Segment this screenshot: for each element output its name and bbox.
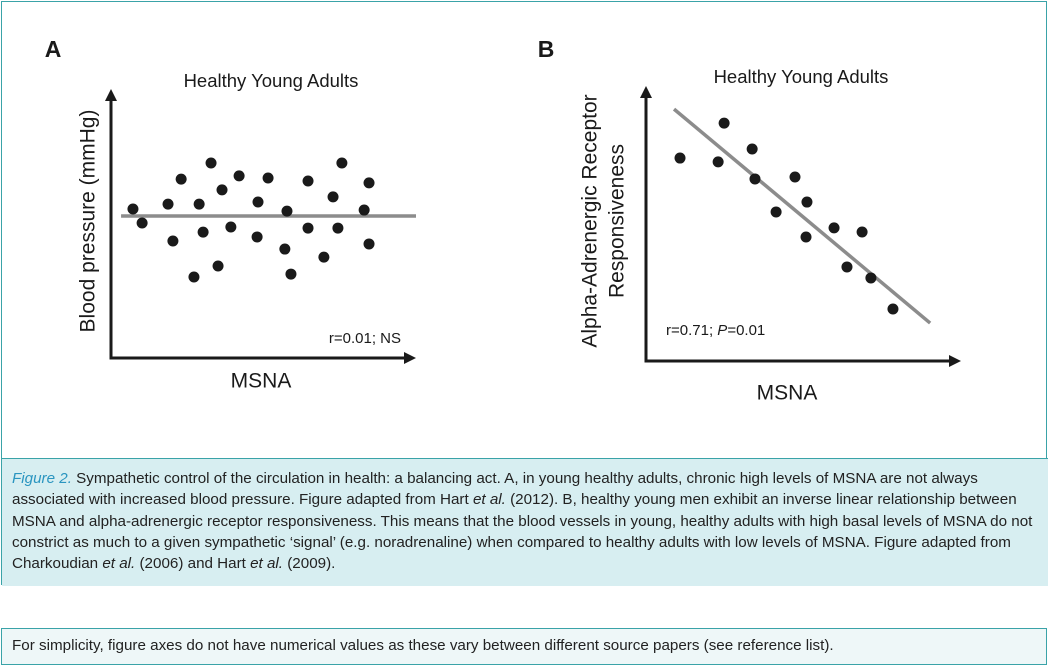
figure-label: Figure 2. bbox=[12, 470, 72, 487]
data-point bbox=[336, 157, 348, 169]
data-point bbox=[770, 206, 782, 218]
data-point bbox=[674, 152, 686, 164]
data-point bbox=[127, 203, 139, 215]
data-point bbox=[162, 198, 174, 210]
x-axis-label: MSNA bbox=[231, 370, 292, 393]
y-axis-label: Alpha-Adrenergic Receptor bbox=[579, 94, 602, 347]
data-point bbox=[302, 222, 314, 234]
figure: A Healthy Young Adults MSNA Blood pressure … bbox=[1, 1, 1048, 586]
data-point bbox=[212, 260, 224, 272]
data-point bbox=[363, 238, 375, 250]
data-point bbox=[712, 156, 724, 168]
axis-arrow bbox=[640, 86, 652, 98]
caption-text: Sympathetic control of the circulation i… bbox=[12, 470, 978, 509]
data-point bbox=[841, 261, 853, 273]
y-axis-label: Responsiveness bbox=[606, 144, 629, 298]
caption-text: (2012). B, healthy young men exhibit an … bbox=[12, 491, 1033, 573]
data-point bbox=[216, 184, 228, 196]
data-point bbox=[167, 235, 179, 247]
data-point bbox=[318, 251, 330, 263]
data-point bbox=[281, 205, 293, 217]
data-point bbox=[358, 204, 370, 216]
caption-text: et al. bbox=[472, 491, 506, 509]
data-point bbox=[262, 172, 274, 184]
data-point bbox=[856, 226, 868, 238]
annotation-text: P bbox=[717, 322, 727, 339]
data-point bbox=[801, 196, 813, 208]
annotation-text: =0.01 bbox=[727, 322, 765, 339]
data-point bbox=[332, 222, 344, 234]
data-point bbox=[225, 221, 237, 233]
data-point bbox=[828, 222, 840, 234]
trend-line bbox=[672, 107, 932, 325]
note: For simplicity, figure axes do not have … bbox=[1, 628, 1047, 665]
caption-text: (2006) and Hart bbox=[135, 555, 251, 573]
annotation-text: r=0.71; bbox=[666, 322, 717, 339]
data-point bbox=[746, 143, 758, 155]
x-axis-label: MSNA bbox=[757, 382, 818, 405]
data-point bbox=[193, 198, 205, 210]
data-point bbox=[197, 226, 209, 238]
data-point bbox=[136, 217, 148, 229]
data-point bbox=[302, 175, 314, 187]
y-axis-label: Blood pressure (mmHg) bbox=[77, 110, 100, 333]
caption: Figure 2. Sympathetic control of the cir… bbox=[2, 458, 1048, 586]
data-point bbox=[188, 271, 200, 283]
annotation-text: r=0.01; NS bbox=[329, 330, 401, 347]
chart-title: Healthy Young Adults bbox=[714, 66, 889, 87]
data-point bbox=[252, 196, 264, 208]
data-point bbox=[887, 303, 899, 315]
data-point bbox=[279, 243, 291, 255]
data-point bbox=[865, 272, 877, 284]
axis-arrow bbox=[105, 89, 117, 101]
data-point bbox=[285, 268, 297, 280]
axis-arrow bbox=[404, 352, 416, 364]
data-point bbox=[749, 173, 761, 185]
data-point bbox=[789, 171, 801, 183]
caption-text: et al. bbox=[250, 555, 284, 573]
annotation: r=0.71; P=0.01 bbox=[666, 322, 765, 339]
data-point bbox=[205, 157, 217, 169]
annotation: r=0.01; NS bbox=[329, 330, 401, 347]
caption-text: (2009). bbox=[283, 555, 336, 573]
data-point bbox=[251, 231, 263, 243]
data-point bbox=[175, 173, 187, 185]
data-point bbox=[718, 117, 730, 129]
data-point bbox=[233, 170, 245, 182]
data-point bbox=[800, 231, 812, 243]
chart-area: A Healthy Young Adults MSNA Blood pressure … bbox=[45, 36, 961, 405]
panel-label: A bbox=[45, 36, 62, 62]
data-point bbox=[363, 177, 375, 189]
caption-text: et al. bbox=[102, 555, 136, 573]
data-point bbox=[327, 191, 339, 203]
axis-arrow bbox=[949, 355, 961, 367]
panel-label: B bbox=[538, 36, 555, 62]
chart-title: Healthy Young Adults bbox=[184, 70, 359, 91]
